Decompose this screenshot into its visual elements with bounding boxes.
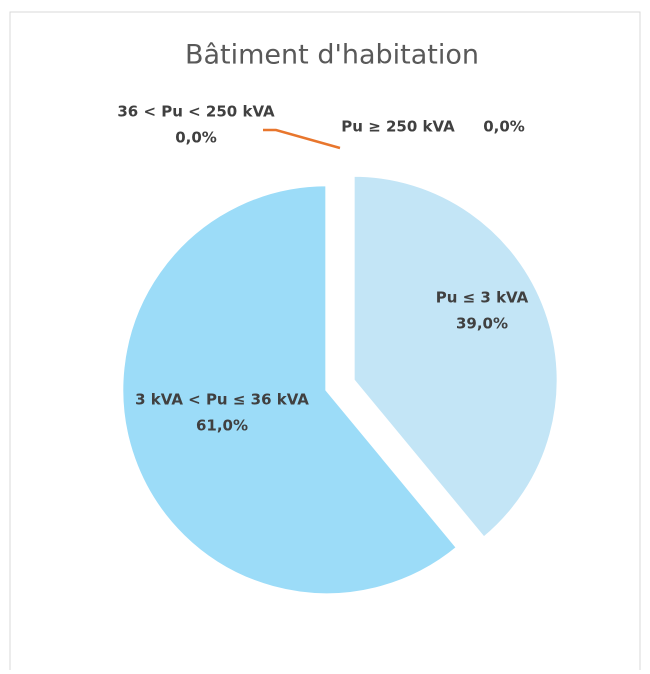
data-label-category: 36 < Pu < 250 kVA — [117, 103, 275, 121]
pie-slice — [351, 173, 560, 541]
data-label-value: 0,0% — [175, 129, 217, 147]
data-label-category: Pu ≥ 250 kVA — [341, 118, 455, 136]
data-label-value: 61,0% — [196, 417, 248, 435]
data-label-category: 3 kVA < Pu ≤ 36 kVA — [135, 391, 309, 409]
data-label-value: 39,0% — [456, 315, 508, 333]
chart-title: Bâtiment d'habitation — [185, 40, 479, 71]
pie-slice — [120, 183, 460, 597]
leader-line — [263, 128, 341, 150]
data-label-value: 0,0% — [483, 118, 525, 136]
data-label-category: Pu ≤ 3 kVA — [436, 289, 529, 307]
